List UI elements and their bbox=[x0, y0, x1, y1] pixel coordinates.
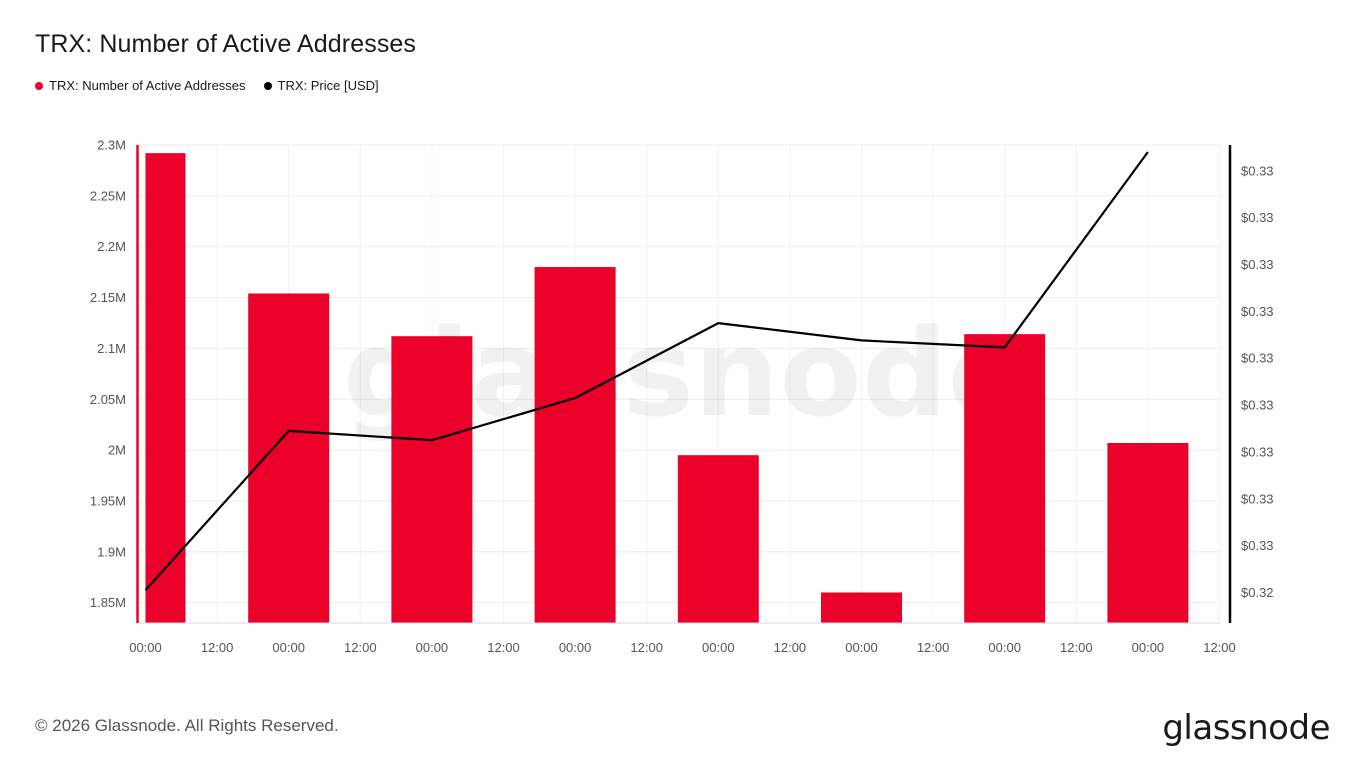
chart-plot: glassnode 1.85M1.9M1.95M2M2.05M2.1M2.15M… bbox=[90, 138, 1274, 656]
chart-axes bbox=[136, 145, 1232, 624]
right-tick-label: $0.33 bbox=[1241, 444, 1274, 459]
x-tick-label: 12:00 bbox=[917, 640, 950, 655]
price-line-series bbox=[144, 151, 1149, 591]
x-tick-label: 00:00 bbox=[845, 640, 878, 655]
left-axis-ticks: 1.85M 1.9M 1.95M 2M 2.05M 2.1M 2.15M 2.2M 2.25M 2… bbox=[90, 138, 126, 611]
left-tick-label: 2M bbox=[108, 443, 126, 458]
x-tick-label: 00:00 bbox=[1132, 640, 1165, 655]
right-tick-label: $0.33 bbox=[1241, 304, 1274, 319]
legend-label-price: TRX: Price [USD] bbox=[277, 78, 379, 93]
x-tick-label: 12:00 bbox=[344, 640, 377, 655]
x-tick-label: 12:00 bbox=[201, 640, 234, 655]
left-tick-label: 2.15M bbox=[90, 290, 126, 305]
right-tick-label: $0.33 bbox=[1241, 538, 1274, 553]
price-line bbox=[144, 151, 1149, 591]
x-axis-ticks: 00:00 12:00 00:00 12:00 00:00 12:00 00:00 12:00… bbox=[129, 640, 1236, 655]
right-tick-label: $0.33 bbox=[1241, 163, 1274, 178]
right-tick-label: $0.33 bbox=[1241, 210, 1274, 225]
glassnode-logo[interactable]: glassnode bbox=[1162, 708, 1330, 748]
legend-label-active-addresses: TRX: Number of Active Addresses bbox=[49, 78, 246, 93]
x-tick-label: 00:00 bbox=[272, 640, 305, 655]
right-tick-label: $0.33 bbox=[1241, 257, 1274, 272]
x-tick-label: 00:00 bbox=[559, 640, 592, 655]
right-axis-ticks: $0.32 $0.33 $0.33 $0.33 $0.33 $0.33 $0.33 $0.33… bbox=[1241, 163, 1274, 600]
left-tick-label: 2.25M bbox=[90, 188, 126, 203]
right-tick-label: $0.33 bbox=[1241, 491, 1274, 506]
x-tick-label: 00:00 bbox=[129, 640, 162, 655]
page-title: TRX: Number of Active Addresses bbox=[35, 30, 417, 58]
left-tick-label: 2.05M bbox=[90, 392, 126, 407]
chart-legend: TRX: Number of Active Addresses TRX: Pri… bbox=[35, 78, 379, 93]
legend-item-active-addresses[interactable]: TRX: Number of Active Addresses bbox=[35, 78, 246, 93]
x-tick-label: 00:00 bbox=[988, 640, 1021, 655]
legend-dot-icon bbox=[35, 81, 43, 90]
x-tick-label: 12:00 bbox=[630, 640, 663, 655]
x-tick-label: 12:00 bbox=[1203, 640, 1236, 655]
x-tick-label: 00:00 bbox=[416, 640, 449, 655]
left-tick-label: 2.2M bbox=[97, 239, 126, 254]
left-tick-label: 1.95M bbox=[90, 493, 126, 508]
left-tick-label: 1.85M bbox=[90, 595, 126, 610]
left-tick-label: 1.9M bbox=[97, 544, 126, 559]
right-tick-label: $0.32 bbox=[1241, 585, 1274, 600]
bar bbox=[677, 455, 759, 623]
x-tick-label: 00:00 bbox=[702, 640, 735, 655]
x-tick-label: 12:00 bbox=[1060, 640, 1093, 655]
x-tick-label: 12:00 bbox=[774, 640, 807, 655]
legend-item-price[interactable]: TRX: Price [USD] bbox=[263, 78, 379, 93]
bar bbox=[821, 592, 902, 623]
bar bbox=[964, 334, 1046, 623]
bar bbox=[391, 336, 473, 623]
bar bbox=[534, 267, 616, 623]
right-tick-label: $0.33 bbox=[1241, 351, 1274, 366]
left-tick-label: 2.1M bbox=[97, 341, 126, 356]
bar bbox=[145, 153, 186, 623]
left-tick-label: 2.3M bbox=[97, 138, 126, 153]
legend-dot-icon bbox=[263, 81, 272, 90]
bar bbox=[248, 293, 330, 623]
right-tick-label: $0.33 bbox=[1241, 398, 1274, 413]
bar bbox=[1107, 442, 1189, 623]
x-tick-label: 12:00 bbox=[487, 640, 520, 655]
copyright-text: © 2026 Glassnode. All Rights Reserved. bbox=[35, 716, 339, 735]
bar-series bbox=[145, 153, 1189, 623]
